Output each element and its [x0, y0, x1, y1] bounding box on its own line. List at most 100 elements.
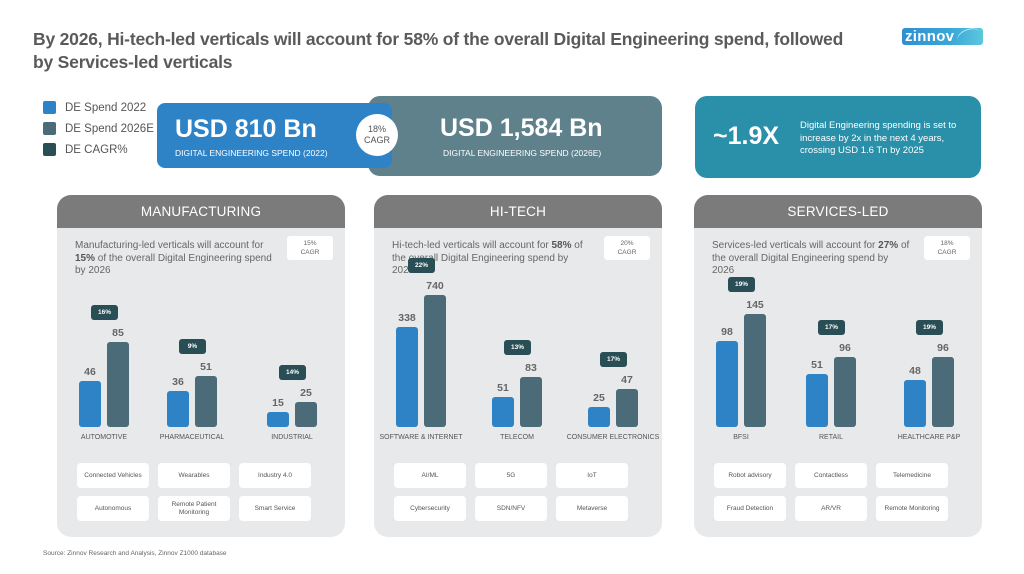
kpi-growth: ~1.9X Digital Engineering spending is se… — [695, 96, 981, 178]
cagr-value: 15% — [303, 240, 317, 247]
kpi-spend-2026: USD 1,584 Bn DIGITAL ENGINEERING SPEND (… — [368, 96, 662, 176]
panel-title: SERVICES-LED — [694, 195, 982, 228]
technology-tag: Remote Patient Monitoring — [158, 496, 230, 521]
technology-tag: AI/ML — [394, 463, 466, 488]
bar-2026 — [195, 376, 217, 427]
panel-title: HI-TECH — [374, 195, 662, 228]
technology-tag: Robot advisory — [714, 463, 786, 488]
bar-2022 — [167, 391, 189, 427]
source-note: Source: Zinnov Research and Analysis, Zi… — [43, 550, 227, 557]
bar-group: 51 83 13% TELECOM — [492, 285, 552, 455]
panel-cagr-badge: 18% CAGR — [924, 236, 970, 260]
technology-tag: Metaverse — [556, 496, 628, 521]
value-2022: 338 — [398, 312, 416, 324]
bar-2026 — [520, 377, 542, 427]
category-label: CONSUMER ELECTRONICS — [566, 434, 660, 441]
panel-manufacturing: MANUFACTURING Manufacturing-led verticals… — [57, 195, 345, 537]
cagr-tag: 17% — [818, 320, 845, 335]
legend-item-cagr: DE CAGR% — [43, 139, 154, 160]
desc-share: 58% — [551, 240, 572, 251]
swatch-2026-icon — [43, 122, 56, 135]
panel-cagr-badge: 15% CAGR — [287, 236, 333, 260]
cagr-value: 20% — [620, 240, 634, 247]
category-label: TELECOM — [500, 434, 534, 441]
desc-share: 27% — [878, 240, 899, 251]
value-2026: 51 — [200, 361, 212, 373]
bar-2022 — [904, 380, 926, 427]
kpi-value: ~1.9X — [713, 122, 780, 150]
cagr-tag: 13% — [504, 340, 531, 355]
overall-cagr-badge: 18% CAGR — [356, 114, 398, 156]
value-2026: 740 — [426, 280, 444, 292]
technology-tag: 5G — [475, 463, 547, 488]
value-2022: 51 — [811, 359, 823, 371]
cagr-label: CAGR — [937, 249, 957, 256]
bar-2022 — [492, 397, 514, 427]
bar-group: 48 96 19% HEALTHCARE P&P — [898, 285, 964, 455]
bar-2022 — [716, 341, 738, 427]
bar-chart: 338 740 22% SOFTWARE & INTERNET 51 83 13% TELEC… — [374, 258, 662, 455]
cagr-tag: 19% — [728, 277, 755, 292]
desc-text: Manufacturing-led verticals will account… — [75, 240, 264, 251]
bar-group: 25 47 17% CONSUMER ELECTRONICS — [567, 285, 659, 455]
legend-item-2022: DE Spend 2022 — [43, 97, 154, 118]
value-2026: 83 — [525, 362, 537, 374]
category-label: RETAIL — [819, 434, 843, 441]
value-2022: 36 — [172, 376, 184, 388]
technology-tag: Connected Vehicles — [77, 463, 149, 488]
technology-tag: Industry 4.0 — [239, 463, 311, 488]
panel-title: MANUFACTURING — [57, 195, 345, 228]
legend: DE Spend 2022 DE Spend 2026E DE CAGR% — [43, 97, 154, 160]
legend-label: DE CAGR% — [65, 143, 128, 156]
bar-2026 — [295, 402, 317, 427]
bar-2022 — [588, 407, 610, 427]
cagr-label: CAGR — [363, 135, 390, 145]
bar-2026 — [616, 389, 638, 427]
technology-tag: Cybersecurity — [394, 496, 466, 521]
value-2026: 96 — [937, 342, 949, 354]
panel-hi-tech: HI-TECH Hi-tech-led verticals will accoun… — [374, 195, 662, 537]
logo-swoosh-icon — [955, 28, 983, 45]
technology-tag: AR/VR — [795, 496, 867, 521]
category-label: INDUSTRIAL — [271, 434, 313, 441]
category-label: BFSI — [733, 434, 749, 441]
bar-2026 — [932, 357, 954, 427]
category-label: SOFTWARE & INTERNET — [379, 434, 463, 441]
value-2026: 96 — [839, 342, 851, 354]
technology-tag: SDN/NFV — [475, 496, 547, 521]
value-2026: 47 — [621, 374, 633, 386]
bar-group: 98 145 19% BFSI — [716, 277, 776, 455]
kpi-value: USD 1,584 Bn — [440, 114, 603, 142]
bar-2022 — [396, 327, 418, 427]
value-2022: 51 — [497, 382, 509, 394]
panel-cagr-badge: 20% CAGR — [604, 236, 650, 260]
bar-group: 338 740 22% SOFTWARE & INTERNET — [380, 258, 462, 455]
technology-tag: Telemedicine — [876, 463, 948, 488]
kpi-value: USD 810 Bn — [175, 115, 317, 143]
bar-2026 — [834, 357, 856, 427]
cagr-tag: 19% — [916, 320, 943, 335]
kpi-label: DIGITAL ENGINEERING SPEND (2026E) — [443, 148, 602, 158]
bar-2022 — [79, 381, 101, 427]
technology-tag: Fraud Detection — [714, 496, 786, 521]
kpi-desc: Digital Engineering spending is set to i… — [800, 120, 957, 156]
value-2022: 46 — [84, 366, 96, 378]
desc-text: Hi-tech-led verticals will account for — [392, 240, 552, 251]
technology-tags: AI/ML 5G IoT Cybersecurity SDN/NFV Metaverse — [394, 463, 650, 521]
technology-tag: IoT — [556, 463, 628, 488]
desc-text: of the overall Digital Engineering spend… — [392, 240, 583, 276]
category-label: AUTOMOTIVE — [80, 434, 128, 441]
category-label: PHARMACEUTICAL — [159, 434, 225, 441]
value-2026: 85 — [112, 327, 124, 339]
cagr-tag: 9% — [179, 339, 206, 354]
cagr-tag: 14% — [279, 365, 306, 380]
panel-description: Hi-tech-led verticals will account for 5… — [392, 240, 592, 278]
value-2022: 15 — [272, 397, 284, 409]
page-title: By 2026, Hi-tech-led verticals will acco… — [33, 29, 844, 72]
value-2022: 48 — [909, 365, 921, 377]
zinnov-logo: zinnov — [902, 28, 983, 45]
legend-label: DE Spend 2026E — [65, 122, 154, 135]
swatch-2022-icon — [43, 101, 56, 114]
value-2026: 25 — [300, 387, 312, 399]
kpi-label: DIGITAL ENGINEERING SPEND (2022) — [175, 148, 328, 158]
